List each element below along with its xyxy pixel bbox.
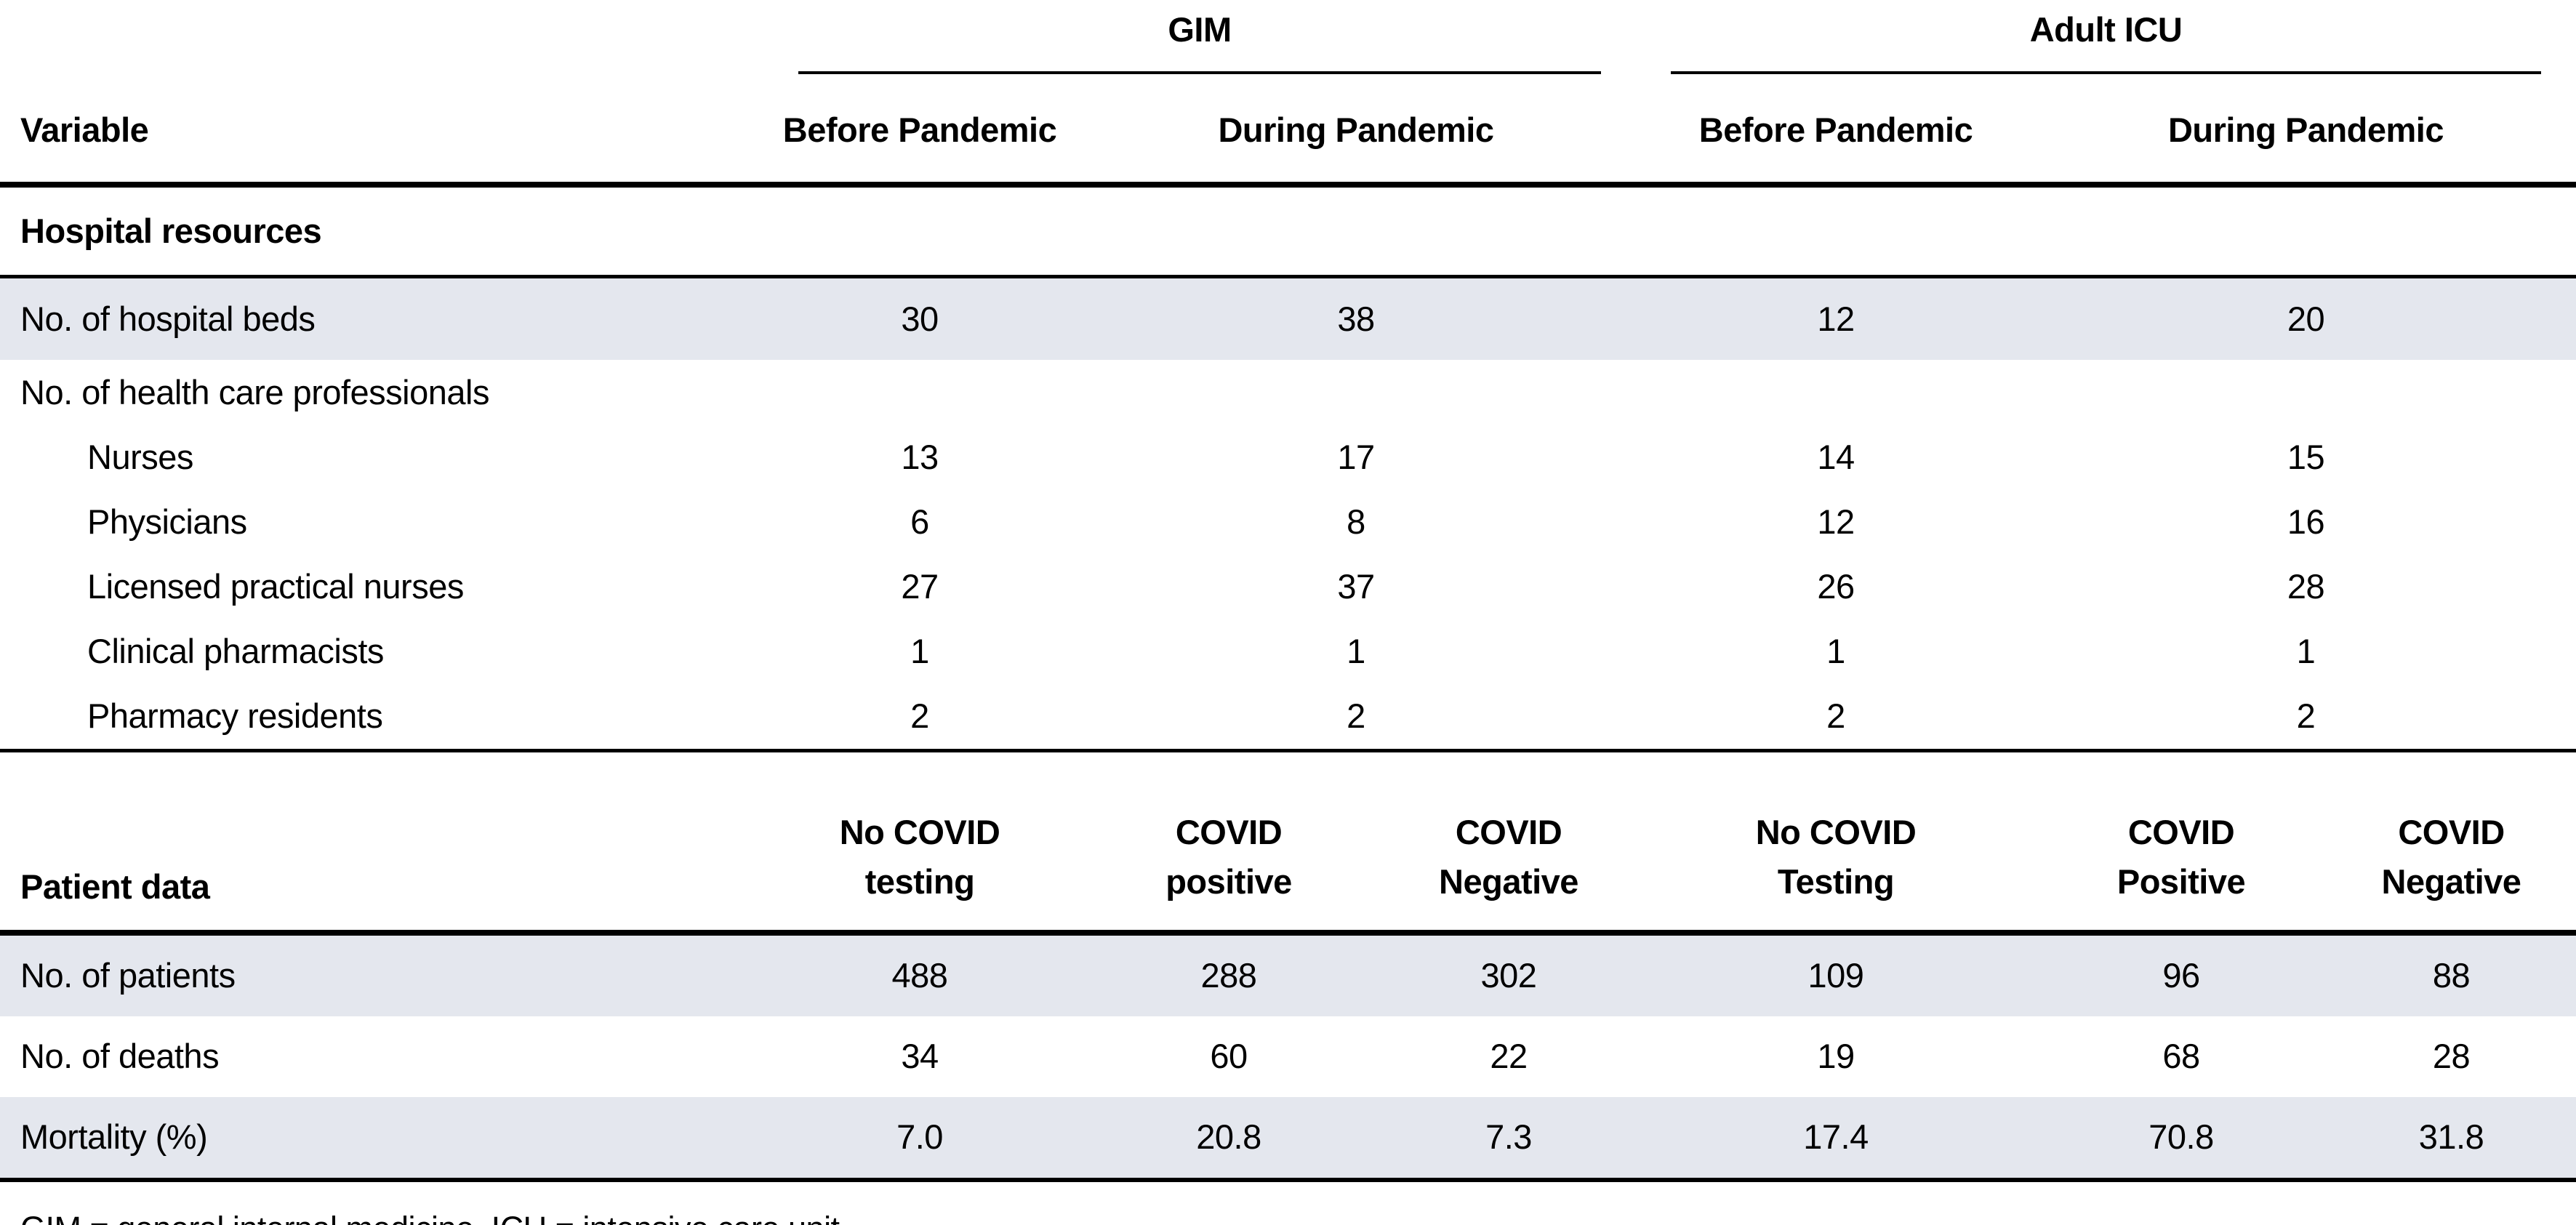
cell-value: 6 [910,502,929,542]
column-header-gim-covid-negative: COVID Negative [1381,750,1636,936]
row-label: Clinical pharmacists [87,632,384,671]
cell-value: 68 [2162,1037,2200,1076]
cell-value: 109 [1636,933,2036,1016]
column-header-line1: COVID [2127,812,2235,851]
cell-value: 60 [1210,1037,1248,1076]
hospital-covid-table: GIM Adult ICU Variable Before Pandemic D… [0,0,2576,1182]
table-row-clinical-pharmacists: Clinical pharmacists 1 1 1 1 [0,619,2576,684]
cell-value: 1 [1826,632,1845,671]
cell-value: 15 [2287,438,2325,477]
group-header-adult-icu-label: Adult ICU [1671,0,2541,75]
column-header-line1: No COVID [839,812,1000,851]
cell-value: 1 [1347,632,1365,671]
cell-value: 20 [2036,276,2576,360]
group-header-row: GIM Adult ICU [0,0,2576,86]
group-header-spacer [0,0,763,86]
row-label: Licensed practical nurses [87,567,464,606]
cell-value: 14 [1817,438,1855,477]
cell-value: 2 [2036,684,2576,752]
group-header-gim: GIM [763,0,1636,86]
cell-value: 34 [901,1037,939,1076]
subheader-row: Variable Before Pandemic During Pandemic… [0,86,2576,188]
cell-value: 8 [1347,502,1365,542]
table-footnote: GIM = general internal medicine, ICU = i… [0,1182,2576,1225]
row-label: No. of health care professionals [20,372,489,411]
row-label: No. of deaths [20,1037,220,1076]
cell-value: 19 [1817,1037,1855,1076]
cell-value: 88 [2327,933,2576,1016]
table-row-licensed-practical-nurses: Licensed practical nurses 27 37 26 28 [0,555,2576,619]
cell-value: 7.0 [763,1097,1076,1182]
cell-value: 17 [1337,438,1375,477]
section-header-patient-data: Patient data No COVID testing COVID posi… [0,750,2576,936]
cell-value: 302 [1381,933,1636,1016]
column-header-icu-no-covid-testing: No COVID Testing [1636,750,2036,936]
cell-value: 2 [763,684,1076,752]
column-header-gim-before: Before Pandemic [763,86,1076,188]
column-header-line2: positive [1165,861,1292,901]
table-row-health-care-professionals: No. of health care professionals [0,360,2576,425]
section-header-patient-data-label: Patient data [0,750,763,936]
column-header-gim-during: During Pandemic [1076,86,1636,188]
column-header-line1: COVID [1175,812,1283,851]
cell-value: 7.3 [1381,1097,1636,1182]
cell-value: 16 [2287,502,2325,542]
column-header-icu-during: During Pandemic [2036,86,2576,188]
cell-value: 12 [1817,502,1855,542]
cell-value: 31.8 [2327,1097,2576,1182]
cell-value: 20.8 [1076,1097,1381,1182]
cell-value: 488 [763,933,1076,1016]
cell-value: 27 [901,567,939,606]
table-row-pharmacy-residents: Pharmacy residents 2 2 2 2 [0,684,2576,752]
cell-value: 26 [1817,567,1855,606]
table-row-nurses: Nurses 13 17 14 15 [0,425,2576,490]
table-row-hospital-beds: No. of hospital beds 30 38 12 20 [0,276,2576,360]
column-header-gim-no-covid-testing: No COVID testing [763,750,1076,936]
section-header-hospital-resources-label: Hospital resources [0,185,2576,278]
cell-value: 96 [2036,933,2327,1016]
group-header-adult-icu: Adult ICU [1636,0,2576,86]
column-header-line2: Negative [1439,861,1578,901]
cell-value: 22 [1490,1037,1528,1076]
cell-value: 17.4 [1636,1097,2036,1182]
row-label: Nurses [87,438,193,477]
column-header-line2: Negative [2381,861,2521,901]
cell-value: 1 [910,632,929,671]
row-label: No. of hospital beds [0,276,763,360]
group-header-gim-label: GIM [798,0,1601,75]
column-header-line1: No COVID [1755,812,1917,851]
row-label: Pharmacy residents [0,684,763,752]
cell-value: 70.8 [2036,1097,2327,1182]
column-header-line1: COVID [2398,812,2505,851]
cell-value: 288 [1076,933,1381,1016]
column-header-line2: Positive [2116,861,2246,901]
column-header-gim-covid-positive: COVID positive [1076,750,1381,936]
column-header-line2: testing [864,861,975,901]
column-header-variable: Variable [0,86,763,188]
cell-value: 28 [2287,567,2325,606]
row-label: Mortality (%) [0,1097,763,1182]
column-header-icu-covid-negative: COVID Negative [2327,750,2576,936]
cell-value: 28 [2432,1037,2471,1076]
cell-value: 13 [901,438,939,477]
cell-value: 1 [2296,632,2316,671]
cell-value: 12 [1636,276,2036,360]
table-row-mortality: Mortality (%) 7.0 20.8 7.3 17.4 70.8 31.… [0,1097,2576,1182]
column-header-line2: Testing [1777,861,1895,901]
column-header-line1: COVID [1455,812,1562,851]
section-header-hospital-resources: Hospital resources [0,185,2576,278]
cell-value: 38 [1076,276,1636,360]
cell-value: 2 [1076,684,1636,752]
column-header-icu-covid-positive: COVID Positive [2036,750,2327,936]
table-row-no-of-patients: No. of patients 488 288 302 109 96 88 [0,933,2576,1016]
row-label: No. of patients [0,933,763,1016]
row-label: Physicians [87,502,247,542]
table-row-physicians: Physicians 6 8 12 16 [0,490,2576,555]
cell-value: 2 [1636,684,2036,752]
cell-value: 37 [1337,567,1375,606]
column-header-icu-before: Before Pandemic [1636,86,2036,188]
table-row-no-of-deaths: No. of deaths 34 60 22 19 68 28 [0,1016,2576,1097]
cell-value: 30 [763,276,1076,360]
